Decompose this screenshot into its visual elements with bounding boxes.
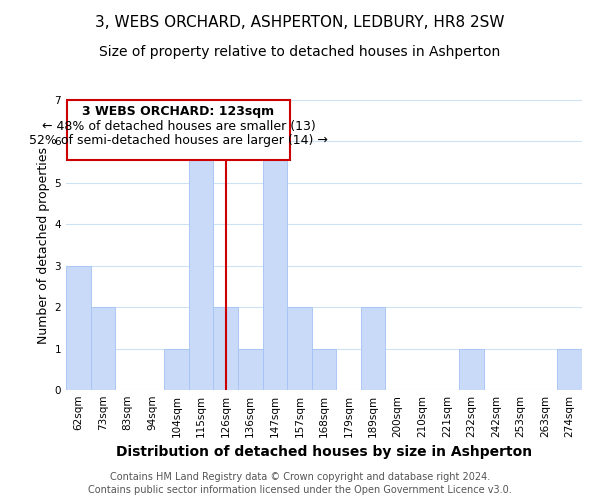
Text: 3, WEBS ORCHARD, ASHPERTON, LEDBURY, HR8 2SW: 3, WEBS ORCHARD, ASHPERTON, LEDBURY, HR8…: [95, 15, 505, 30]
Bar: [557, 348, 582, 390]
Bar: [214, 307, 238, 390]
Bar: [189, 142, 214, 390]
Text: Size of property relative to detached houses in Ashperton: Size of property relative to detached ho…: [100, 45, 500, 59]
Text: ← 48% of detached houses are smaller (13): ← 48% of detached houses are smaller (13…: [41, 120, 315, 133]
Bar: [164, 348, 189, 390]
Y-axis label: Number of detached properties: Number of detached properties: [37, 146, 50, 344]
X-axis label: Distribution of detached houses by size in Ashperton: Distribution of detached houses by size …: [116, 446, 532, 460]
Bar: [459, 348, 484, 390]
Bar: [361, 307, 385, 390]
Bar: [91, 307, 115, 390]
Text: 3 WEBS ORCHARD: 123sqm: 3 WEBS ORCHARD: 123sqm: [82, 106, 274, 118]
Bar: [312, 348, 336, 390]
Bar: [66, 266, 91, 390]
Bar: [238, 348, 263, 390]
Bar: [67, 100, 290, 160]
Text: Contains HM Land Registry data © Crown copyright and database right 2024.: Contains HM Land Registry data © Crown c…: [110, 472, 490, 482]
Text: Contains public sector information licensed under the Open Government Licence v3: Contains public sector information licen…: [88, 485, 512, 495]
Text: 52% of semi-detached houses are larger (14) →: 52% of semi-detached houses are larger (…: [29, 134, 328, 147]
Bar: [263, 142, 287, 390]
Bar: [287, 307, 312, 390]
